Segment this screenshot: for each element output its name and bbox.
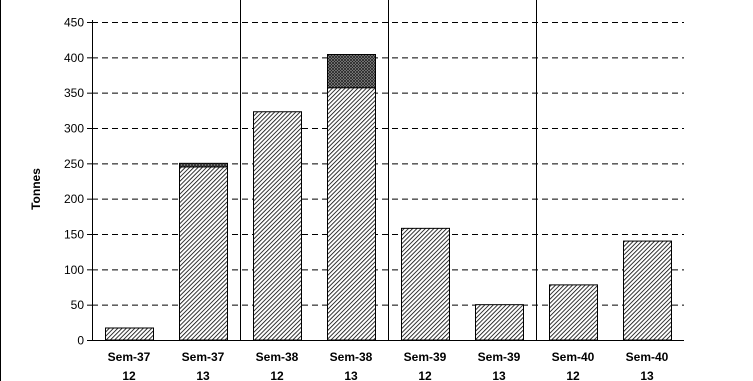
y-tick-label: 450 [64, 16, 84, 30]
y-tick-label: 50 [71, 298, 85, 312]
bar-4-segment-1 [327, 87, 376, 341]
bar-3-segment-1 [253, 111, 302, 341]
x-category-label: Sem-38 [330, 350, 373, 364]
x-category-label: Sem-39 [404, 350, 447, 364]
bar-8-segment-1 [623, 240, 672, 341]
x-category-sublabel: 13 [196, 369, 210, 381]
x-category-label: Sem-40 [552, 350, 595, 364]
x-category-label: Sem-39 [478, 350, 521, 364]
bar-2-segment-1 [179, 166, 228, 341]
y-axis-title: Tonnes [29, 168, 43, 210]
bar-5-segment-1 [401, 227, 450, 341]
x-category-label: Sem-37 [108, 350, 151, 364]
y-tick-label: 300 [64, 122, 84, 136]
x-category-sublabel: 12 [122, 369, 136, 381]
x-category-sublabel: 12 [270, 369, 284, 381]
bar-1-segment-1 [105, 327, 154, 341]
x-category-label: Sem-37 [182, 350, 225, 364]
x-category-label: Sem-38 [256, 350, 299, 364]
x-category-sublabel: 12 [566, 369, 580, 381]
y-tick-label: 400 [64, 51, 84, 65]
y-tick-label: 350 [64, 86, 84, 100]
y-tick-label: 250 [64, 157, 84, 171]
y-tick-label: 150 [64, 228, 84, 242]
bar-7-segment-1 [549, 284, 598, 341]
bar-2-segment-2 [179, 162, 228, 168]
x-category-sublabel: 12 [418, 369, 432, 381]
y-tick-label: 100 [64, 263, 84, 277]
x-category-sublabel: 13 [344, 369, 358, 381]
bar-6-segment-1 [475, 304, 524, 341]
bar-4-segment-2 [327, 54, 376, 89]
y-tick-label: 0 [77, 334, 84, 348]
x-category-sublabel: 13 [492, 369, 506, 381]
x-category-label: Sem-40 [626, 350, 669, 364]
x-category-sublabel: 13 [640, 369, 654, 381]
y-tick-label: 200 [64, 192, 84, 206]
